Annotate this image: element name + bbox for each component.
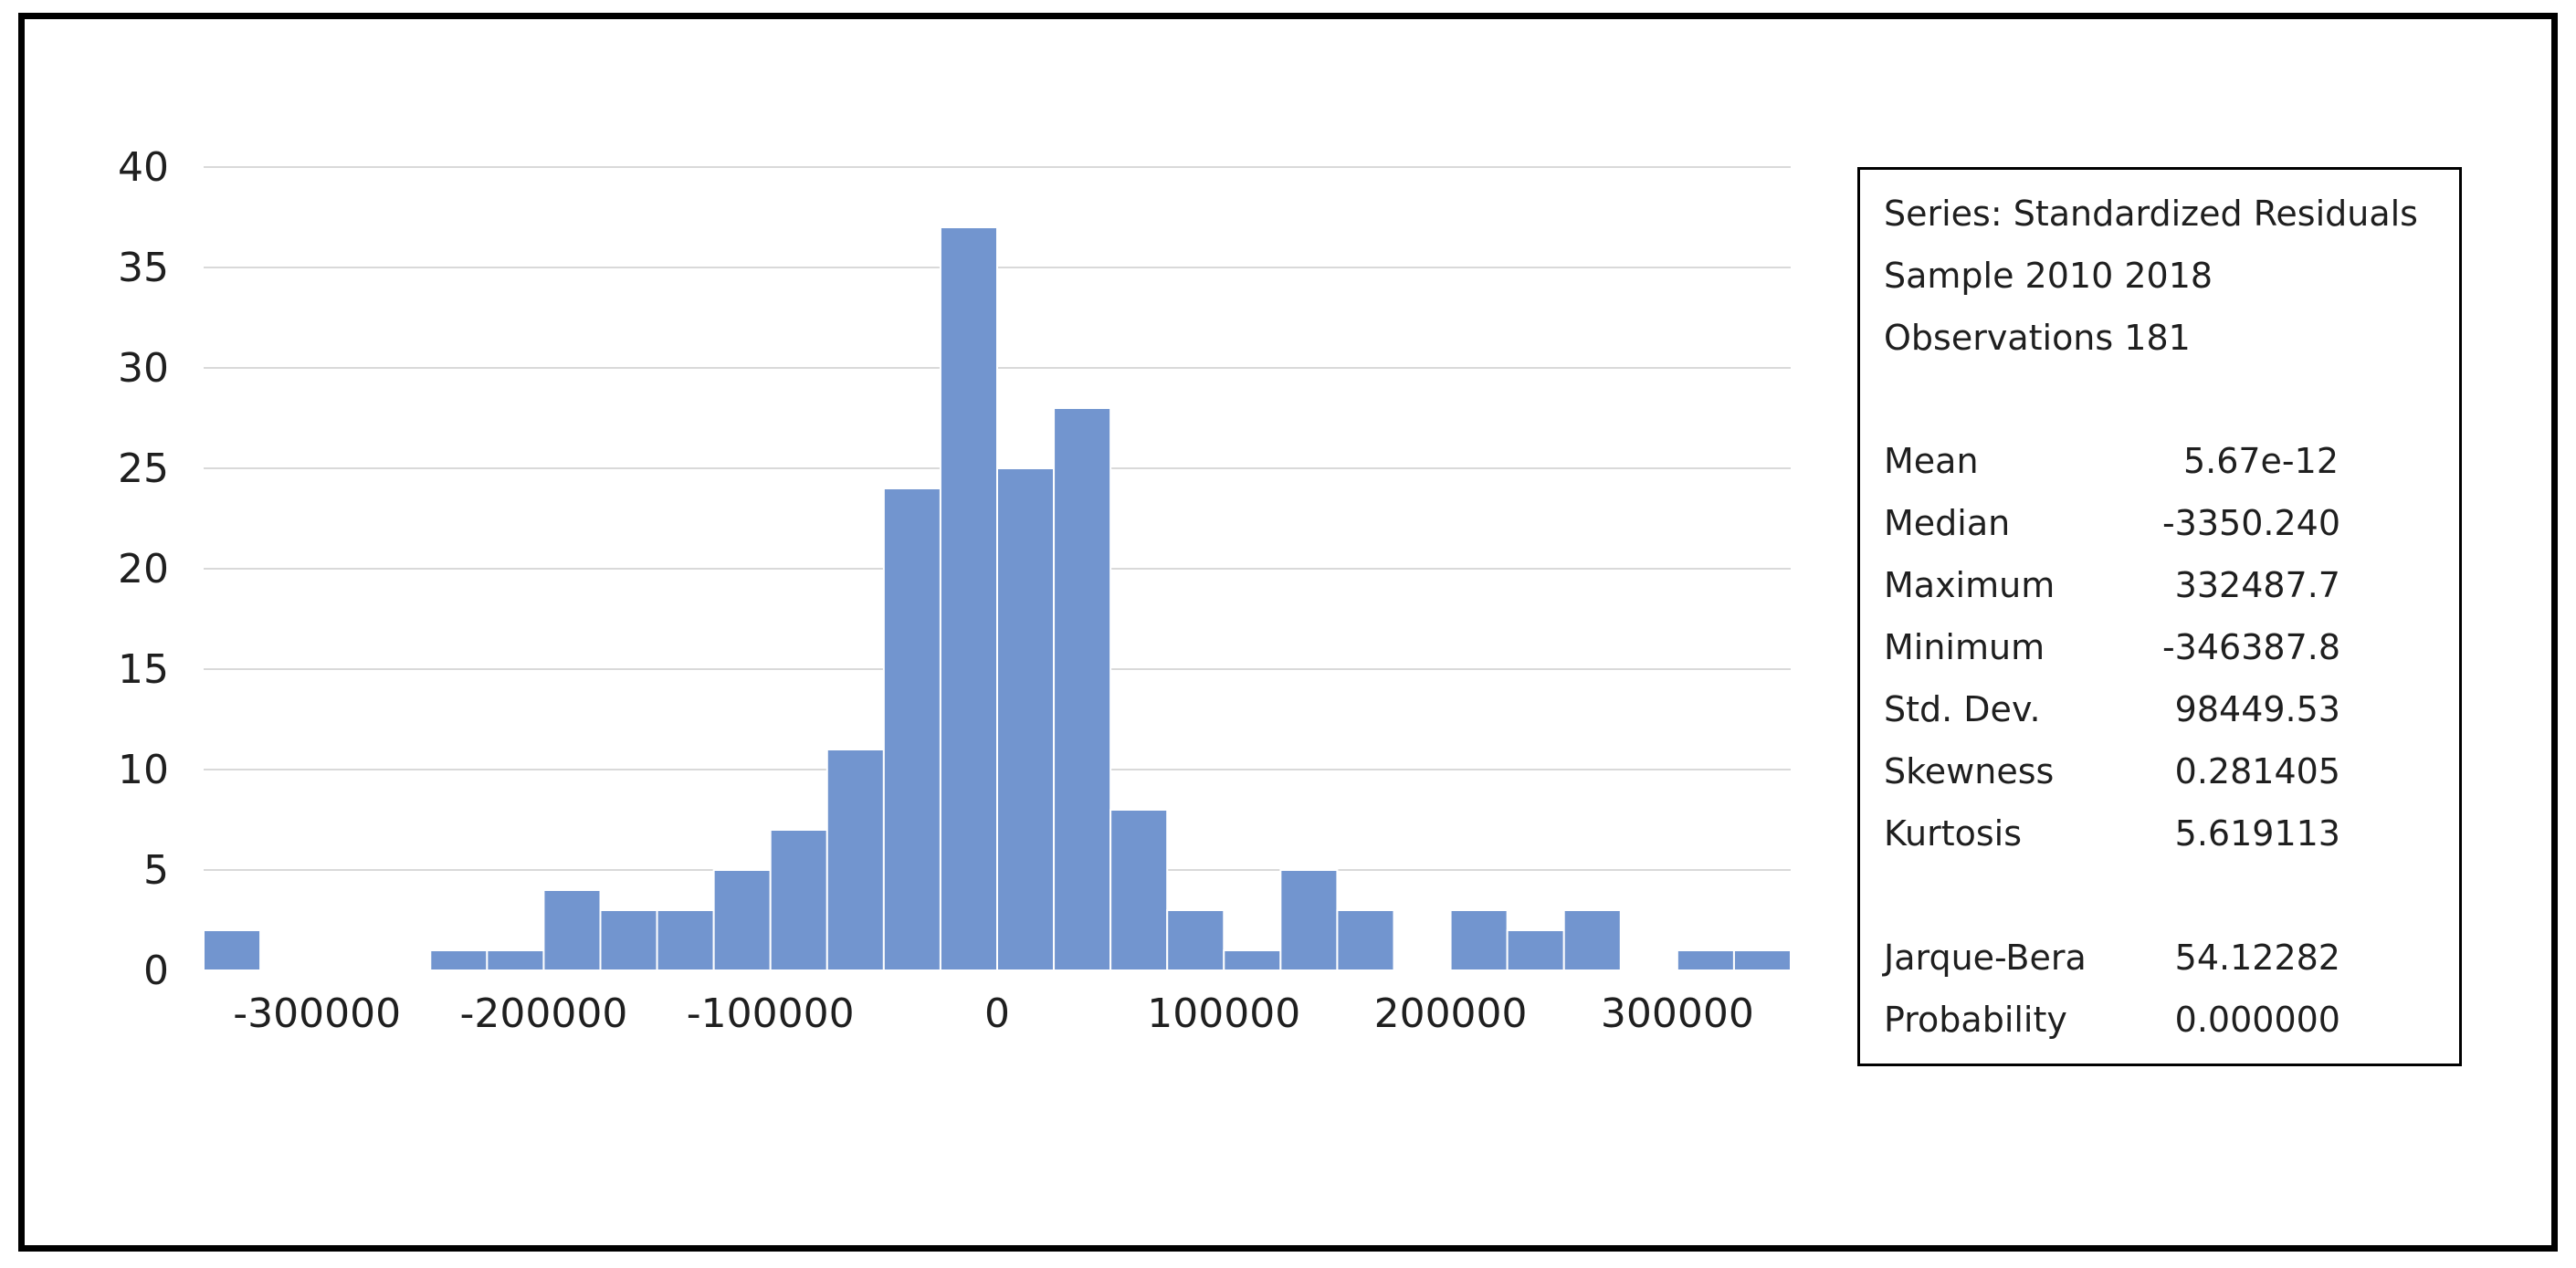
histogram-bar: [542, 889, 602, 971]
statistics-panel: Series: Standardized Residuals Sample 20…: [1857, 167, 2462, 1066]
y-axis-ticks: 0 5 10 15 20 25 30 35 40: [118, 144, 169, 994]
histogram-bar: [1506, 929, 1565, 971]
stat-label: Jarque-Bera: [1884, 938, 2087, 978]
y-tick-label: 0: [143, 948, 169, 994]
stat-label: Minimum: [1884, 627, 2045, 667]
histogram-bar: [1053, 407, 1112, 971]
x-axis-ticks: -300000 -200000 -100000 0 100000 200000 300000: [233, 990, 1754, 1037]
y-tick-label: 40: [118, 144, 169, 191]
stat-value: 5.619113: [2174, 813, 2340, 854]
stat-value: 98449.53: [2174, 689, 2340, 729]
y-tick-label: 10: [118, 747, 169, 793]
y-tick-label: 30: [118, 345, 169, 392]
histogram-bar: [1562, 909, 1622, 971]
stat-label: Probability: [1884, 1000, 2067, 1040]
x-tick-label: 100000: [1147, 990, 1300, 1037]
histogram-bar: [1279, 869, 1339, 971]
y-tick-label: 25: [118, 445, 169, 492]
histogram-bar: [599, 909, 658, 971]
stat-value: -346387.8: [2161, 627, 2340, 667]
histogram-bar: [1166, 909, 1225, 971]
stat-value: 332487.7: [2174, 565, 2340, 605]
histogram-bar: [825, 749, 885, 971]
histogram-bar: [486, 949, 545, 971]
y-tick-label: 35: [118, 245, 169, 291]
y-tick-label: 15: [118, 646, 169, 693]
x-tick-label: -100000: [687, 990, 855, 1037]
histogram-bar: [656, 909, 715, 971]
histogram-bar: [1109, 809, 1169, 971]
histogram-bar: [1336, 909, 1395, 971]
histogram-bar: [1449, 909, 1509, 971]
stat-label: Maximum: [1884, 565, 2056, 605]
x-tick-label: 0: [984, 990, 1010, 1037]
sample-line: Sample 2010 2018: [1884, 256, 2213, 296]
stat-label: Skewness: [1884, 751, 2055, 791]
stat-label: Std. Dev.: [1884, 689, 2041, 729]
histogram-bar: [429, 949, 489, 971]
histogram-bar: [1676, 949, 1735, 971]
histogram-bar: [996, 467, 1056, 971]
stat-value: 54.12282: [2174, 938, 2340, 978]
histogram-bar: [203, 929, 262, 971]
stat-label: Kurtosis: [1884, 813, 2023, 854]
series-line: Series: Standardized Residuals: [1884, 194, 2418, 234]
histogram-bar: [712, 869, 772, 971]
histogram-bar: [1223, 949, 1282, 971]
histogram-bar: [1732, 949, 1793, 971]
histogram-bar: [882, 487, 941, 971]
x-tick-label: -300000: [233, 990, 401, 1037]
y-tick-label: 20: [118, 546, 169, 592]
histogram-bar: [939, 226, 999, 971]
x-tick-label: 300000: [1601, 990, 1754, 1037]
stat-value: 5.67e-12: [2182, 441, 2339, 481]
x-tick-label: 200000: [1374, 990, 1528, 1037]
stat-value: 0.000000: [2174, 1000, 2340, 1040]
x-tick-label: -200000: [460, 990, 628, 1037]
y-tick-label: 5: [143, 847, 169, 894]
stat-value: 0.281405: [2174, 751, 2340, 791]
stat-label: Median: [1884, 503, 2011, 543]
stat-value: -3350.240: [2161, 503, 2340, 543]
stat-label: Mean: [1884, 441, 1979, 481]
histogram-bar: [769, 829, 828, 971]
histogram-bars: [203, 226, 1793, 971]
observations-line: Observations 181: [1884, 318, 2191, 358]
